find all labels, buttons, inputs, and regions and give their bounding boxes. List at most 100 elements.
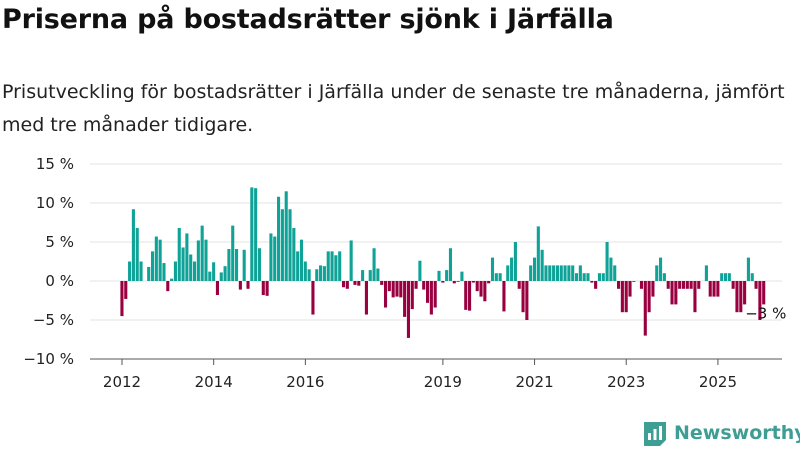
bar [131,209,135,281]
bar [311,281,315,315]
bar [483,281,487,302]
bar [571,265,575,281]
bar [685,281,689,289]
bar [231,225,235,281]
bar [720,273,724,281]
chart-title: Priserna på bostadsrätter sjönk i Järfäl… [2,4,614,35]
bar [273,236,277,281]
bar [223,266,227,281]
bar [697,281,701,289]
bar [345,281,349,289]
bar [441,281,445,283]
bar [746,257,750,281]
bar [487,281,491,284]
bar [662,273,666,281]
newsworthy-logo-icon [644,422,666,446]
bar [456,281,460,282]
bar [632,281,636,282]
bar [357,281,361,286]
bar [639,281,644,289]
y-axis: 15 % 10 % 5 % 0 % −5 % −10 % [23,155,74,368]
y-tick-label: 5 % [45,233,74,251]
bar [540,249,544,281]
bar [254,188,258,281]
bar [689,281,693,289]
bar [762,281,766,305]
bar [693,281,697,313]
bar [429,281,433,315]
bar [620,281,624,313]
bar [597,273,601,281]
bar [238,281,242,290]
x-tick-label: 2021 [515,373,553,391]
bar [624,281,628,313]
bar [128,261,132,281]
bar [739,281,743,313]
bar [338,251,342,281]
bar [410,281,414,310]
bar [445,270,449,281]
bar [380,281,384,285]
bar [135,227,139,281]
bar [594,281,598,289]
bar [555,265,559,281]
bar [666,281,670,289]
bar [170,278,174,281]
bar [754,281,758,289]
bar [517,281,521,289]
bar [235,249,239,281]
bar [364,281,368,315]
bar [219,272,223,281]
bar [437,270,441,281]
bar [727,273,731,281]
bar [490,257,495,281]
bar [735,281,739,313]
bar [261,281,265,296]
x-tick-label: 2025 [699,373,737,391]
bar [422,281,426,290]
bar [296,251,300,281]
bar [510,257,514,281]
bar [502,281,506,312]
bar [326,251,330,281]
bar [651,281,655,297]
bar [353,281,357,285]
bar [166,281,170,292]
bar [391,281,395,298]
bar [731,281,735,289]
bar [189,254,193,281]
bar [349,240,353,281]
bar [280,209,284,281]
bar [299,239,304,281]
bar [681,281,686,289]
bar [196,240,200,281]
bar [322,266,326,281]
bar [605,242,609,281]
bar [475,281,479,292]
bar [521,281,525,313]
bar [647,281,651,313]
bar [288,209,292,281]
bar-chart: 15 % 10 % 5 % 0 % −5 % −10 % 2012 2014 2016 2019… [23,155,786,391]
bar [250,187,254,281]
bar [563,265,567,281]
bar [150,251,155,281]
bar [743,281,747,305]
bar [567,265,571,281]
bar [303,261,307,281]
bar [532,257,537,281]
y-tick-label: 10 % [36,194,74,212]
bar [307,269,311,281]
bar [628,281,632,297]
bar [716,281,720,297]
bar [655,265,659,281]
bar [460,271,464,281]
y-tick-label: 15 % [36,155,74,173]
bar [582,273,586,281]
bar [284,191,288,281]
y-tick-label: −5 % [33,311,74,329]
bar [659,257,663,281]
chart-subtitle: Prisutveckling för bostadsrätter i Järfä… [2,81,785,136]
bar [177,227,181,281]
bar [257,248,262,281]
